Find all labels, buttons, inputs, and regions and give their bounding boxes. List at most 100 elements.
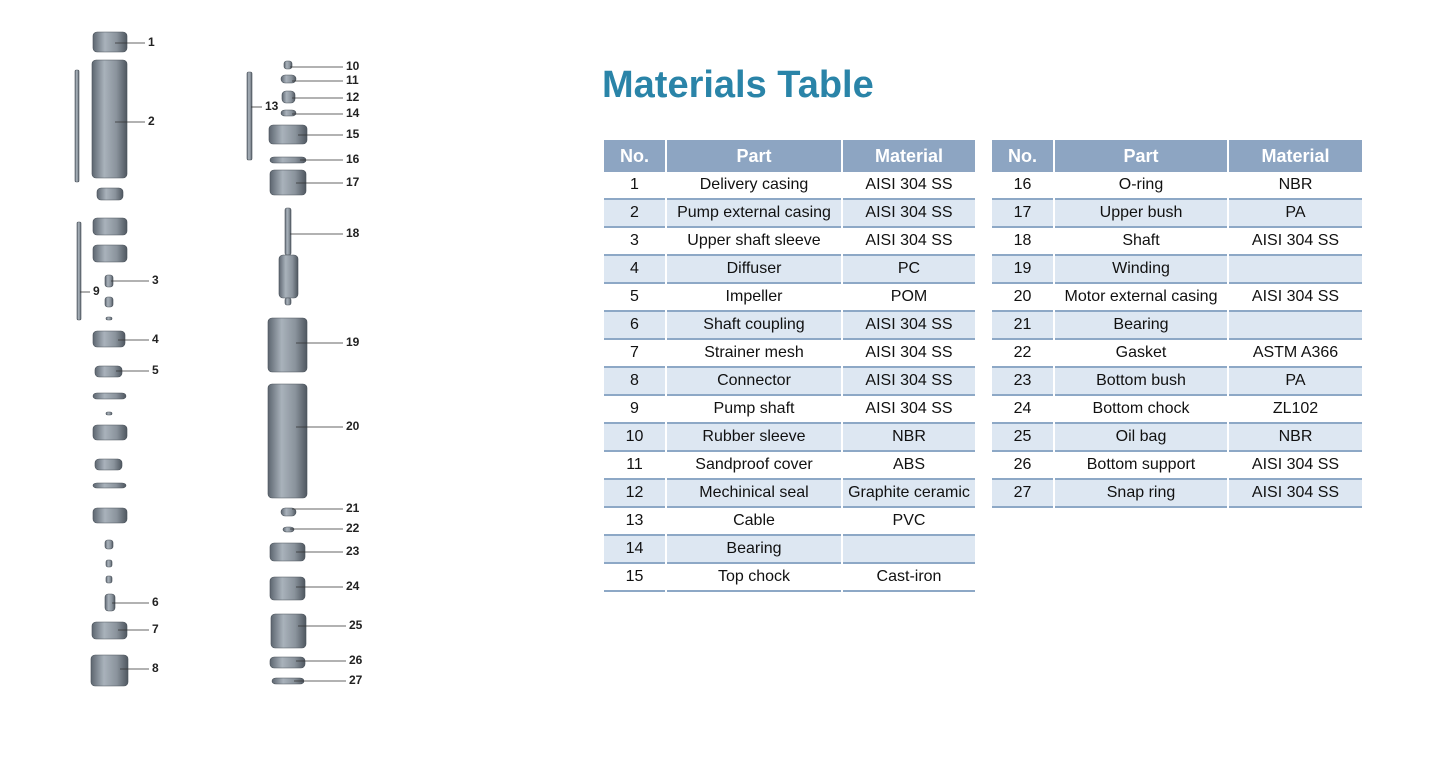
table-cell: Delivery casing: [667, 172, 841, 200]
table-cell: 6: [604, 312, 665, 340]
part: [92, 217, 128, 236]
part: [105, 559, 113, 568]
table-cell: AISI 304 SS: [1229, 452, 1362, 480]
callout: 11: [346, 73, 359, 87]
table-cell: Snap ring: [1055, 480, 1227, 508]
table-row: 19 Winding: [992, 256, 1362, 284]
callout: 10: [346, 59, 360, 73]
table-row: 8 Connector AISI 304 SS: [604, 368, 975, 396]
table-cell: 3: [604, 228, 665, 256]
table-row: 22 Gasket ASTM A366: [992, 340, 1362, 368]
table-cell: Bottom bush: [1055, 368, 1227, 396]
table-cell: 7: [604, 340, 665, 368]
header-row: No. Part Material: [604, 140, 975, 172]
callout: 27: [349, 673, 363, 687]
callout: 12: [346, 90, 360, 104]
part: [281, 90, 296, 104]
table-cell: Motor external casing: [1055, 284, 1227, 312]
table-cell: AISI 304 SS: [843, 340, 975, 368]
part: [269, 169, 307, 196]
table-cell: [1229, 256, 1362, 284]
part: [92, 244, 128, 263]
table-row: 17 Upper bush PA: [992, 200, 1362, 228]
table-cell: PC: [843, 256, 975, 284]
table-cell: 18: [992, 228, 1053, 256]
part: [269, 656, 306, 669]
part: [92, 482, 127, 489]
part: [267, 317, 308, 373]
header-cell: Material: [843, 140, 975, 172]
table-cell: Cast-iron: [843, 564, 975, 592]
table-cell: ASTM A366: [1229, 340, 1362, 368]
table-cell: NBR: [1229, 172, 1362, 200]
callout: 17: [346, 175, 360, 189]
part: [282, 526, 295, 533]
table-cell: AISI 304 SS: [843, 368, 975, 396]
callout: 25: [349, 618, 363, 632]
table-cell: AISI 304 SS: [843, 396, 975, 424]
table-cell: AISI 304 SS: [843, 200, 975, 228]
table-cell: ZL102: [1229, 396, 1362, 424]
table-row: 1 Delivery casing AISI 304 SS: [604, 172, 975, 200]
callout: 19: [346, 335, 360, 349]
table-cell: Graphite ceramic: [843, 480, 975, 508]
table-cell: Rubber sleeve: [667, 424, 841, 452]
callout: 22: [346, 521, 360, 535]
table-cell: Impeller: [667, 284, 841, 312]
table-row: 18 Shaft AISI 304 SS: [992, 228, 1362, 256]
part: [92, 507, 128, 524]
table-row: 3 Upper shaft sleeve AISI 304 SS: [604, 228, 975, 256]
table-cell: Gasket: [1055, 340, 1227, 368]
header-cell: No.: [992, 140, 1053, 172]
part: [94, 458, 123, 471]
part: [284, 297, 292, 306]
part: [91, 621, 128, 640]
part: [269, 576, 306, 601]
table-cell: Shaft: [1055, 228, 1227, 256]
table-cell: Winding: [1055, 256, 1227, 284]
table-cell: AISI 304 SS: [1229, 480, 1362, 508]
part: [92, 392, 127, 400]
table-cell: AISI 304 SS: [1229, 284, 1362, 312]
table-cell: 23: [992, 368, 1053, 396]
callout: 7: [152, 622, 159, 636]
table-cell: 13: [604, 508, 665, 536]
table-row: 12 Mechinical seal Graphite ceramic: [604, 480, 975, 508]
part: [284, 207, 292, 256]
header-row: No. Part Material: [992, 140, 1362, 172]
table-cell: 9: [604, 396, 665, 424]
table-cell: NBR: [843, 424, 975, 452]
part: [74, 69, 80, 183]
table-cell: Oil bag: [1055, 424, 1227, 452]
materials-table: No. Part Material 16 O-ring NBR 17 Upper bush PA…: [990, 140, 1364, 508]
callout: 21: [346, 501, 360, 515]
table-cell: Cable: [667, 508, 841, 536]
part: [280, 109, 297, 117]
callout: 1: [148, 35, 155, 49]
table-cell: 25: [992, 424, 1053, 452]
table-row: 23 Bottom bush PA: [992, 368, 1362, 396]
callout: 20: [346, 419, 360, 433]
table-row: 13 Cable PVC: [604, 508, 975, 536]
header-cell: Part: [667, 140, 841, 172]
table-row: 9 Pump shaft AISI 304 SS: [604, 396, 975, 424]
callout: 14: [346, 106, 360, 120]
table-cell: NBR: [1229, 424, 1362, 452]
table-cell: Shaft coupling: [667, 312, 841, 340]
part: [104, 296, 114, 308]
table-row: 7 Strainer mesh AISI 304 SS: [604, 340, 975, 368]
table-cell: O-ring: [1055, 172, 1227, 200]
table-cell: AISI 304 SS: [843, 228, 975, 256]
table-cell: 12: [604, 480, 665, 508]
part: [91, 59, 128, 179]
table-row: 27 Snap ring AISI 304 SS: [992, 480, 1362, 508]
table-cell: 24: [992, 396, 1053, 424]
part: [104, 593, 116, 612]
part: [94, 365, 123, 378]
callout: 15: [346, 127, 360, 141]
callout: 3: [152, 273, 159, 287]
table-cell: Connector: [667, 368, 841, 396]
table-cell: 16: [992, 172, 1053, 200]
part: [105, 411, 113, 416]
header-cell: No.: [604, 140, 665, 172]
